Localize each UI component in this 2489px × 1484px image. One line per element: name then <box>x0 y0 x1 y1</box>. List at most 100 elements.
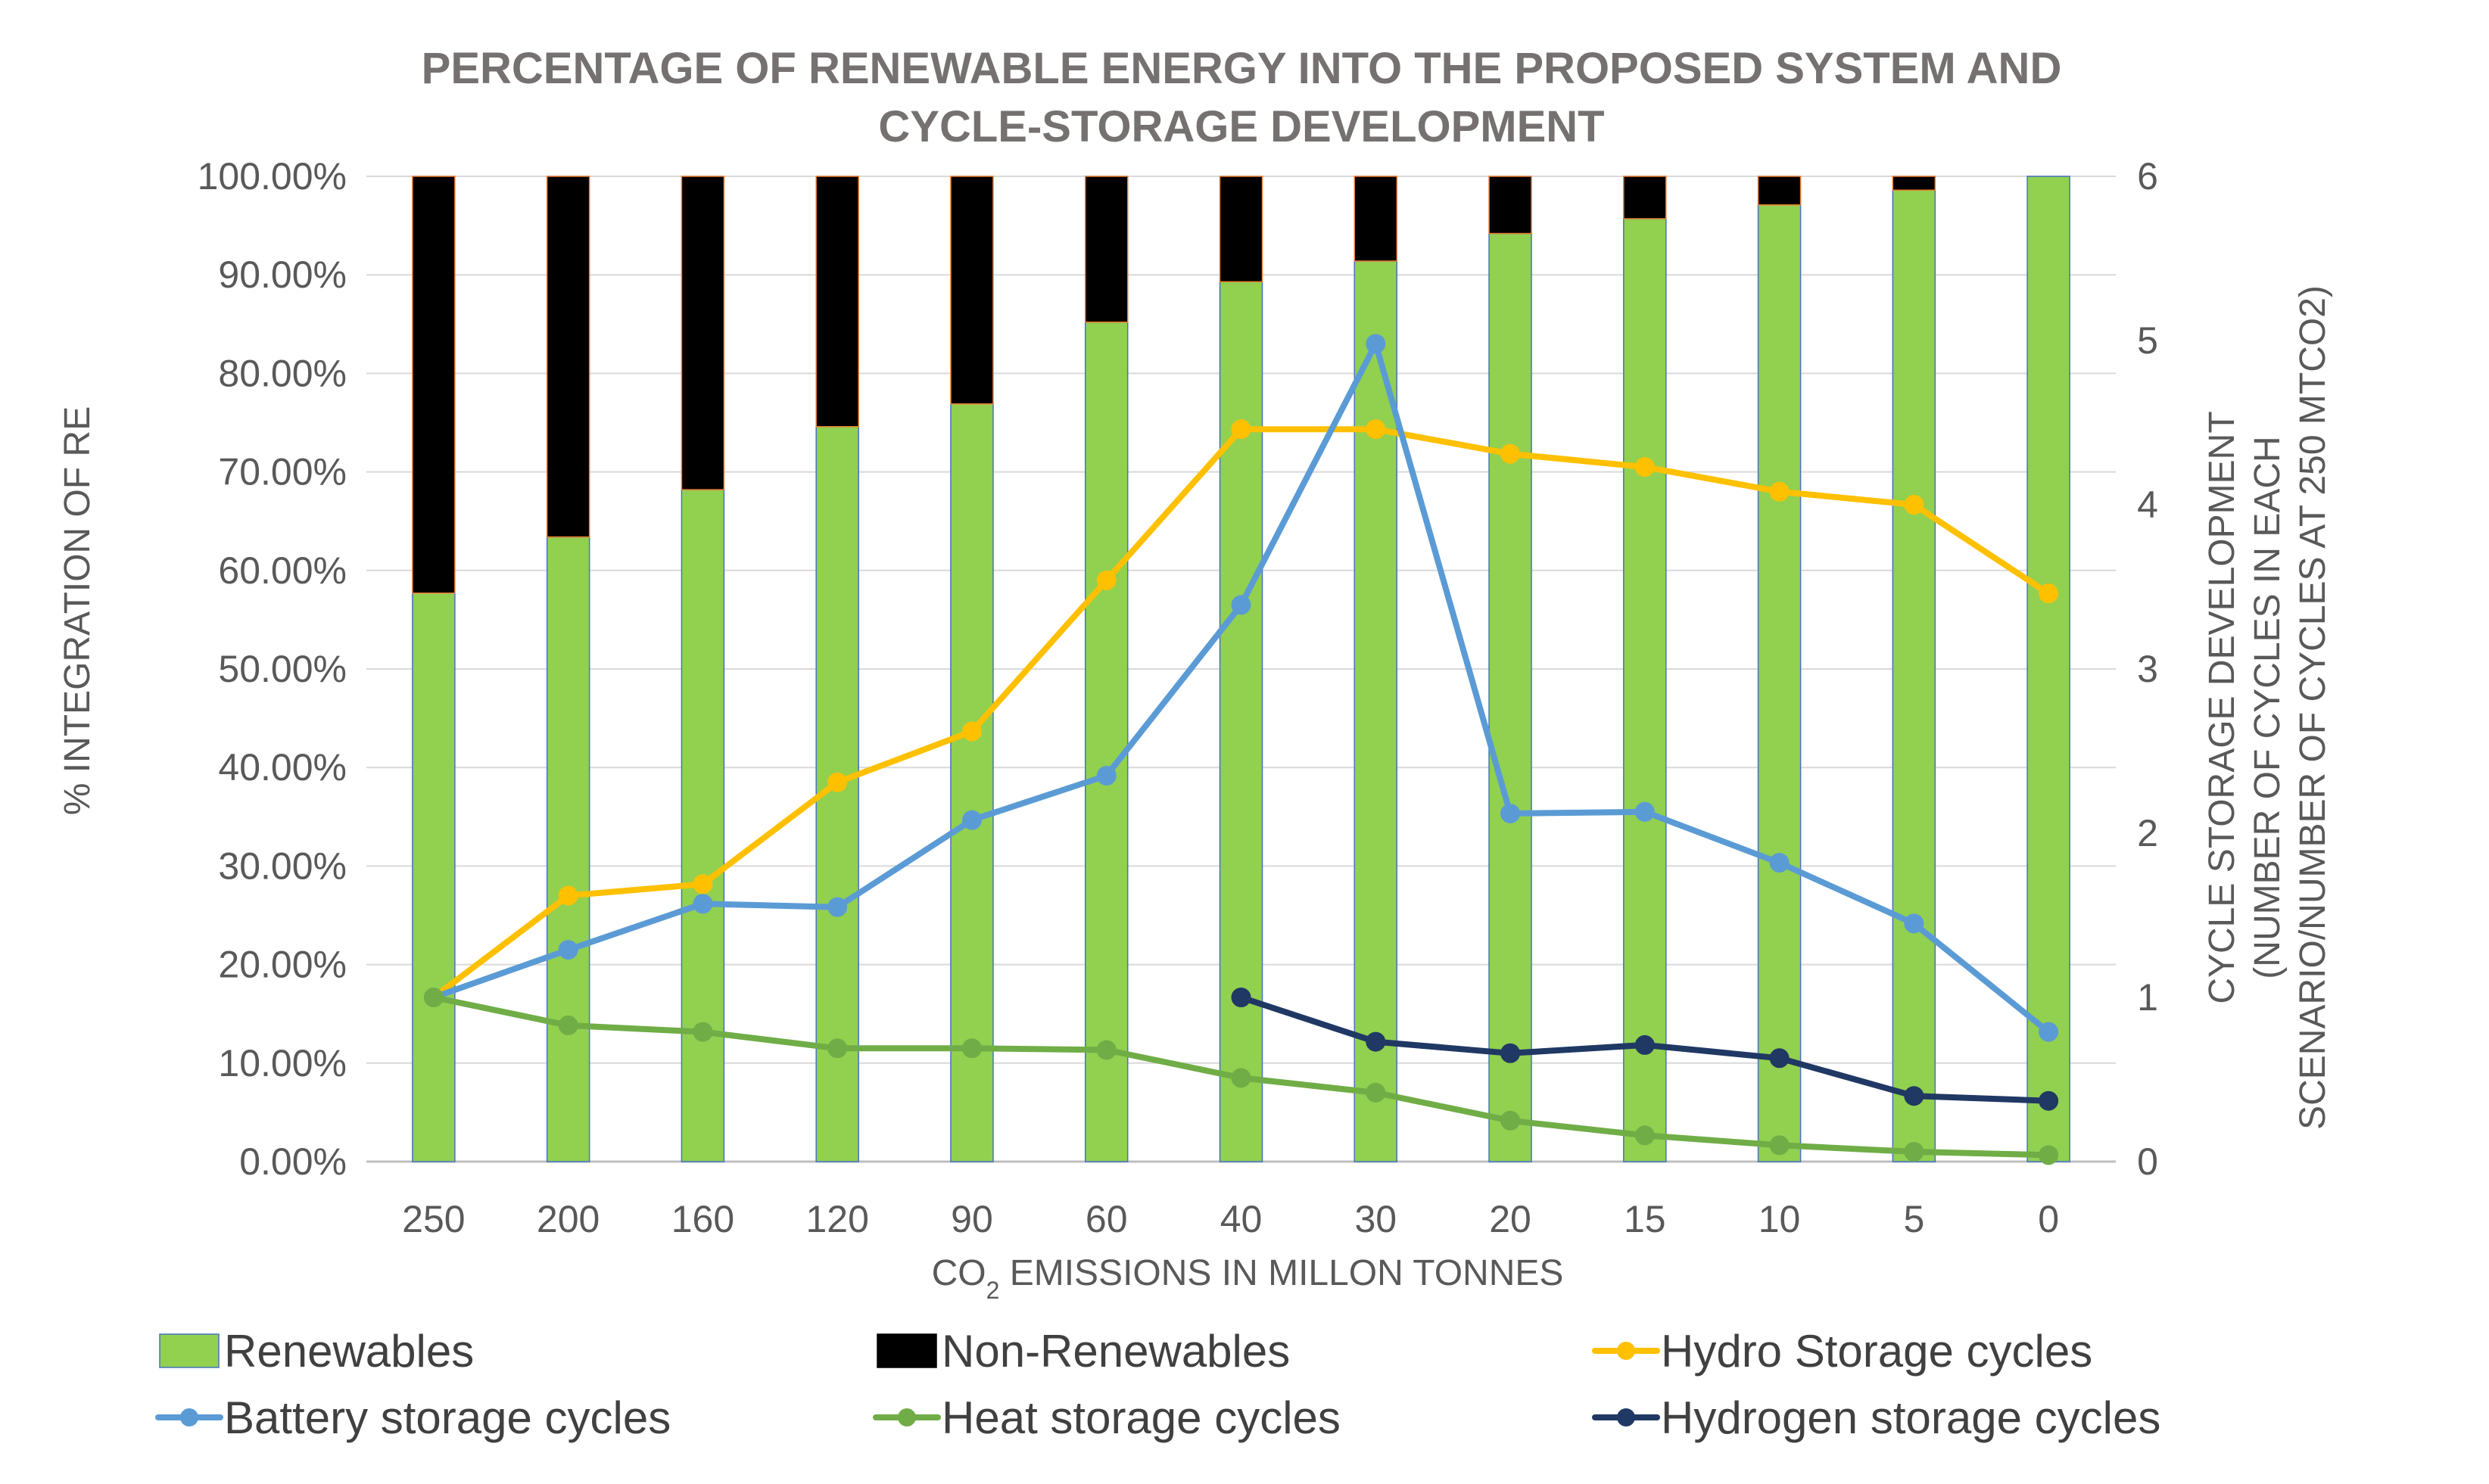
hydro-storage-cycles-point <box>827 772 848 792</box>
hydro-storage-cycles-point <box>1500 443 1521 464</box>
bar-renewables <box>1757 204 1802 1162</box>
hydrogen-storage-cycles-point <box>2039 1090 2059 1111</box>
bar-non-renewables <box>950 176 994 405</box>
bar-non-renewables <box>815 176 859 428</box>
legend-swatch-non-renewables <box>877 1333 937 1368</box>
bar-renewables <box>412 592 456 1162</box>
right-tick-label: 5 <box>2137 319 2158 362</box>
heat-storage-cycles-point <box>1634 1125 1655 1146</box>
left-tick-label: 40.00% <box>218 746 347 789</box>
bar-renewables <box>546 536 590 1162</box>
battery-storage-cycles-point <box>1769 853 1790 873</box>
legend-marker-hydrogen-storage-cycles <box>1617 1408 1635 1426</box>
legend-marker-heat-storage-cycles <box>898 1408 916 1426</box>
heat-storage-cycles-point <box>1231 1068 1251 1088</box>
legend-marker-hydro-storage-cycles <box>1617 1342 1635 1360</box>
bar-renewables <box>2026 176 2070 1162</box>
legend-label-hydrogen-storage-cycles: Hydrogen storage cycles <box>1661 1392 2160 1443</box>
x-tick-label: 5 <box>1903 1198 1924 1240</box>
hydrogen-storage-cycles-point <box>1231 988 1251 1007</box>
x-tick-label: 160 <box>671 1198 734 1240</box>
right-tick-label: 2 <box>2137 812 2158 854</box>
left-tick-label: 90.00% <box>218 254 347 296</box>
hydro-storage-cycles-point <box>1904 495 1924 515</box>
left-tick-label: 70.00% <box>218 451 347 493</box>
heat-storage-cycles-point <box>558 1015 578 1035</box>
battery-storage-cycles-point <box>558 940 578 960</box>
left-tick-label: 30.00% <box>218 845 347 887</box>
battery-storage-cycles-point <box>1904 913 1924 934</box>
left-tick-label: 0.00% <box>239 1140 347 1183</box>
hydro-storage-cycles-point <box>961 721 982 742</box>
x-tick-label: 200 <box>537 1198 600 1240</box>
right-axis-title-line-2: (NUMBER OF CYCLES IN EACH <box>2248 436 2288 978</box>
hydrogen-storage-cycles-point <box>1634 1034 1655 1055</box>
bar-renewables <box>1892 189 1936 1162</box>
line-series <box>423 334 2059 1165</box>
heat-storage-cycles-point <box>423 988 444 1007</box>
bar-renewables <box>1354 260 1398 1162</box>
hydro-storage-cycles-point <box>1231 419 1251 440</box>
right-tick-label: 3 <box>2137 648 2158 690</box>
heat-storage-cycles-point <box>1500 1110 1521 1131</box>
heat-storage-cycles-point <box>827 1038 848 1059</box>
legend-label-renewables: Renewables <box>224 1326 474 1377</box>
battery-storage-cycles-point <box>827 897 848 917</box>
legend-label-heat-storage-cycles: Heat storage cycles <box>942 1392 1341 1443</box>
x-tick-label: 60 <box>1086 1198 1128 1240</box>
legend: Renewables Non-Renewables Hydro Storage cy… <box>155 1326 2160 1443</box>
hydro-storage-cycles-point <box>1096 570 1117 590</box>
right-tick-label: 6 <box>2137 155 2158 198</box>
x-tick-label: 20 <box>1489 1198 1531 1240</box>
battery-storage-cycles-point <box>2039 1022 2059 1042</box>
x-axis-title-subscript: 2 <box>986 1277 1000 1304</box>
hydro-storage-cycles-point <box>1366 419 1386 440</box>
hydrogen-storage-cycles-point <box>1366 1031 1386 1052</box>
x-tick-label: 15 <box>1624 1198 1666 1240</box>
left-tick-label: 10.00% <box>218 1042 347 1084</box>
hydrogen-storage-cycles-point <box>1769 1048 1790 1069</box>
bar-non-renewables <box>1354 176 1398 262</box>
heat-storage-cycles-point <box>1769 1135 1790 1156</box>
legend-label-non-renewables: Non-Renewables <box>942 1326 1290 1377</box>
heat-storage-cycles-point <box>2039 1145 2059 1165</box>
legend-label-hydro-storage-cycles: Hydro Storage cycles <box>1661 1326 2092 1377</box>
bar-non-renewables <box>412 176 456 594</box>
left-tick-label: 80.00% <box>218 352 347 394</box>
x-axis-ticks: 250 200 160 120 90 60 40 30 20 15 10 5 0 <box>402 1198 2059 1240</box>
heat-storage-cycles-point <box>961 1038 982 1059</box>
bar-non-renewables <box>1623 176 1667 219</box>
x-tick-label: 0 <box>2038 1198 2059 1240</box>
right-axis-title-line-1: CYCLE STORAGE DEVELOPMENT <box>2202 411 2242 1003</box>
right-tick-label: 4 <box>2137 484 2158 526</box>
bar-non-renewables <box>546 176 590 538</box>
heat-storage-cycles-point <box>1904 1141 1924 1162</box>
chart-title-line-2: CYCLE-STORAGE DEVELOPMENT <box>878 102 1604 151</box>
battery-storage-cycles-point <box>961 810 982 830</box>
x-tick-label: 120 <box>805 1198 868 1240</box>
right-tick-label: 1 <box>2137 976 2158 1019</box>
x-tick-label: 250 <box>402 1198 465 1240</box>
x-tick-label: 90 <box>951 1198 993 1240</box>
left-tick-label: 60.00% <box>218 549 347 592</box>
heat-storage-cycles-point <box>693 1022 713 1042</box>
bar-non-renewables <box>1488 176 1532 235</box>
x-tick-label: 10 <box>1758 1198 1801 1240</box>
bar-non-renewables <box>1757 176 1802 206</box>
bar-renewables <box>1623 218 1667 1162</box>
right-axis-ticks: 0 1 2 3 4 5 6 <box>2137 155 2158 1183</box>
bar-non-renewables <box>1219 176 1263 283</box>
hydro-storage-cycles-point <box>1634 457 1655 478</box>
bar-renewables <box>1084 321 1129 1162</box>
hydro-storage-cycles-point <box>558 885 578 906</box>
hydrogen-storage-cycles-point <box>1500 1043 1521 1063</box>
bar-non-renewables <box>1084 176 1129 323</box>
battery-storage-cycles-point <box>1500 803 1521 823</box>
hydro-storage-cycles-point <box>2039 583 2059 604</box>
left-tick-label: 50.00% <box>218 648 347 690</box>
x-tick-label: 40 <box>1220 1198 1263 1240</box>
legend-marker-battery-storage-cycles <box>180 1408 198 1426</box>
heat-storage-cycles-point <box>1366 1082 1386 1103</box>
hydro-storage-cycles-point <box>1769 481 1790 502</box>
